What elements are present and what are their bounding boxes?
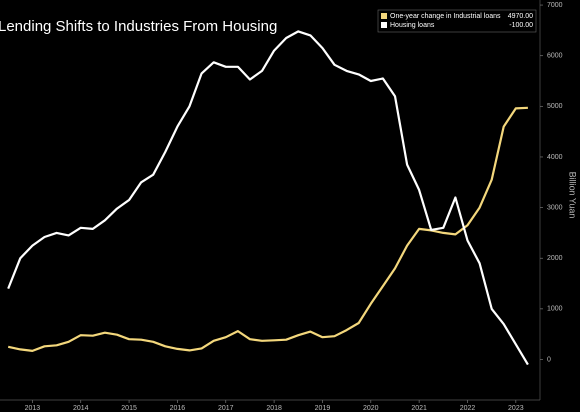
legend-value: 4970.00: [508, 13, 533, 20]
legend-swatch: [381, 22, 387, 28]
y-tick-label: 6000: [547, 53, 563, 60]
x-tick-label: 2021: [411, 405, 427, 412]
chart-title: Lending Shifts to Industries From Housin…: [0, 18, 277, 35]
x-tick-label: 2019: [315, 405, 331, 412]
y-axis-label: Billion Yuan: [568, 172, 578, 219]
x-tick-label: 2014: [73, 405, 89, 412]
y-tick-label: 3000: [547, 204, 563, 211]
series-line: [7, 30, 529, 366]
series-line: [7, 106, 528, 352]
y-tick-label: 7000: [547, 2, 563, 9]
x-tick-label: 2013: [25, 405, 41, 412]
x-tick-label: 2017: [218, 405, 234, 412]
y-tick-label: 5000: [547, 103, 563, 110]
y-tick-label: 0: [547, 356, 551, 363]
x-tick-label: 2020: [363, 405, 379, 412]
x-tick-label: 2022: [460, 405, 476, 412]
y-tick-label: 4000: [547, 154, 563, 161]
x-tick-label: 2016: [170, 405, 186, 412]
y-tick-label: 2000: [547, 255, 563, 262]
x-tick-label: 2018: [266, 405, 282, 412]
legend-box: [377, 9, 537, 33]
y-tick-label: 1000: [547, 306, 563, 313]
legend-label: One-year change in Industrial loans: [390, 13, 501, 20]
legend-swatch: [381, 13, 387, 19]
x-tick-label: 2023: [508, 405, 524, 412]
x-tick-label: 2015: [121, 405, 137, 412]
legend-value: -100.00: [509, 22, 533, 29]
legend-label: Housing loans: [390, 22, 435, 29]
